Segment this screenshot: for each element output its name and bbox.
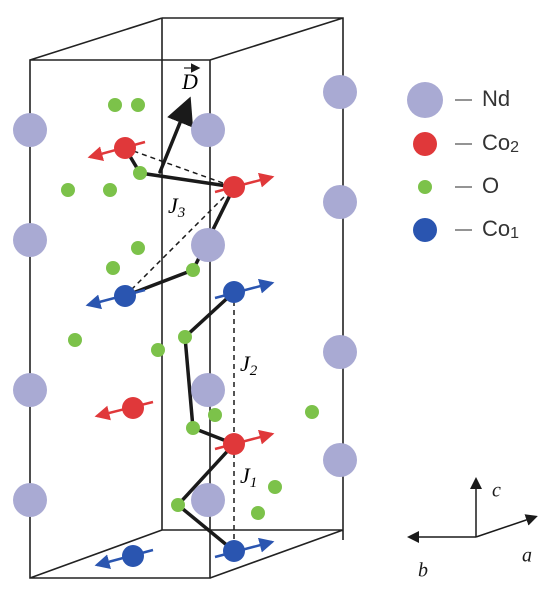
axis-b-label: b [418, 560, 428, 582]
coupling-labels: J3 J2 J1 [168, 193, 258, 491]
legend-label: Co1 [482, 216, 519, 242]
co1-atoms [85, 278, 275, 570]
coupling-j3: J3 [168, 193, 185, 221]
legend: Nd Co2 O Co1 [407, 82, 519, 242]
axis-c-label: c [492, 480, 501, 502]
unit-cell [29, 17, 344, 579]
axis-a-label: a [522, 545, 532, 567]
coupling-j2: J2 [240, 351, 258, 379]
axes-indicator [407, 477, 538, 543]
legend-label: Nd [482, 86, 510, 111]
vector-d: D [181, 69, 198, 94]
o-atoms [61, 98, 319, 520]
legend-label: O [482, 173, 499, 198]
coupling-j1: J1 [240, 463, 257, 491]
co2-atoms [87, 137, 275, 455]
nd-atoms [13, 75, 357, 517]
legend-label: Co2 [482, 130, 519, 156]
vector-label: D [181, 63, 201, 94]
dashed-couplings [124, 147, 235, 551]
